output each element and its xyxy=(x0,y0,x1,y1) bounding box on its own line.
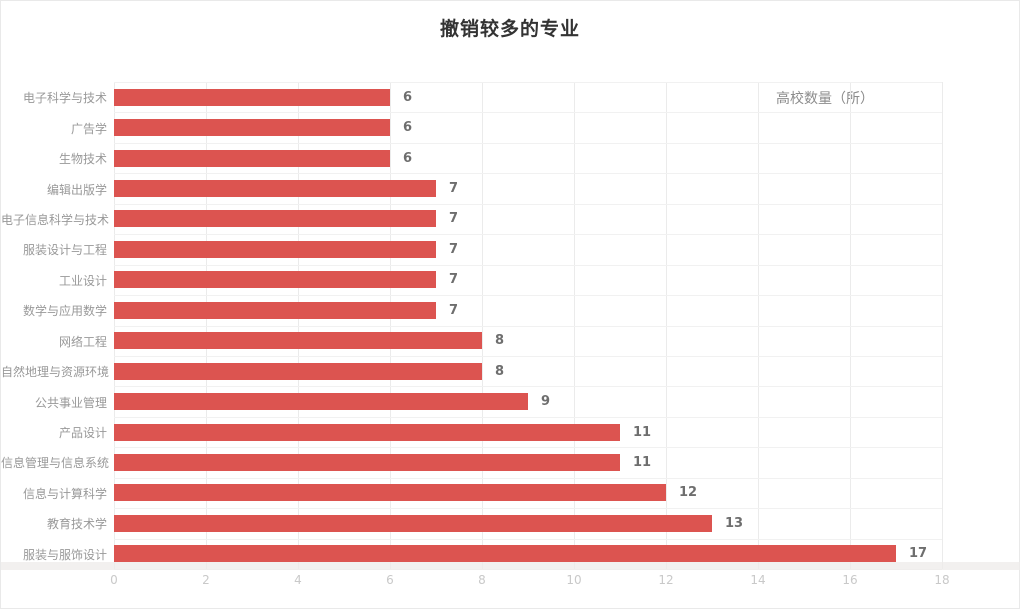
bar-value-label: 17 xyxy=(909,546,928,561)
gridline-horizontal xyxy=(114,386,942,387)
chart-title: 撤销较多的专业 xyxy=(439,18,580,40)
bar[interactable] xyxy=(114,545,896,562)
bar-value-label: 12 xyxy=(679,485,698,500)
x-tick-label: 10 xyxy=(566,573,582,587)
gridline-horizontal xyxy=(114,82,942,83)
gridline-vertical xyxy=(942,82,943,569)
bar-value-label: 6 xyxy=(403,120,413,135)
category-label: 电子科学与技术 xyxy=(22,91,107,105)
bar-value-label: 9 xyxy=(541,394,551,409)
category-label: 服装设计与工程 xyxy=(22,243,107,257)
category-label: 网络工程 xyxy=(58,335,107,349)
bar[interactable] xyxy=(114,241,436,258)
bar[interactable] xyxy=(114,393,528,410)
bar[interactable] xyxy=(114,363,482,380)
category-label: 自然地理与资源环境 xyxy=(1,365,110,379)
gridline-vertical xyxy=(206,82,207,569)
gridline-horizontal xyxy=(114,173,942,174)
bar-value-label: 6 xyxy=(403,151,413,166)
gridline-horizontal xyxy=(114,326,942,327)
bar[interactable] xyxy=(114,210,436,227)
category-label: 产品设计 xyxy=(58,426,107,440)
x-tick-label: 16 xyxy=(842,573,858,587)
category-label: 编辑出版学 xyxy=(46,183,107,197)
bar[interactable] xyxy=(114,271,436,288)
gridline-horizontal xyxy=(114,295,942,296)
category-label: 公共事业管理 xyxy=(34,396,107,410)
category-label: 工业设计 xyxy=(58,274,107,288)
category-label: 生物技术 xyxy=(58,152,107,166)
gridline-vertical xyxy=(114,82,115,569)
bar-value-label: 11 xyxy=(633,425,652,440)
category-label: 教育技术学 xyxy=(46,517,107,531)
bar[interactable] xyxy=(114,454,620,471)
gridline-vertical xyxy=(298,82,299,569)
bar[interactable] xyxy=(114,302,436,319)
gridline-horizontal xyxy=(114,204,942,205)
gridline-vertical xyxy=(574,82,575,569)
gridline-vertical xyxy=(666,82,667,569)
y-axis-labels: 电子科学与技术广告学生物技术编辑出版学电子信息科学与技术服装设计与工程工业设计数… xyxy=(1,82,110,569)
gridline-horizontal xyxy=(114,478,942,479)
gridline-horizontal xyxy=(114,447,942,448)
gridline-vertical xyxy=(390,82,391,569)
gridline-horizontal xyxy=(114,539,942,540)
category-label: 信息管理与信息系统 xyxy=(1,456,110,470)
x-tick-label: 8 xyxy=(478,573,486,587)
category-label: 广告学 xyxy=(70,122,107,136)
bar[interactable] xyxy=(114,119,390,136)
bar-value-label: 7 xyxy=(449,211,459,226)
bar[interactable] xyxy=(114,424,620,441)
x-tick-label: 12 xyxy=(658,573,674,587)
gridline-horizontal xyxy=(114,234,942,235)
bar-value-label: 13 xyxy=(725,516,744,531)
bar[interactable] xyxy=(114,332,482,349)
x-tick-label: 4 xyxy=(294,573,302,587)
x-axis-ticks: 0 2 4 6 8 10 12 14 16 18 xyxy=(1,573,1020,589)
gridline-horizontal xyxy=(114,112,942,113)
x-tick-label: 0 xyxy=(110,573,118,587)
bar-value-label: 8 xyxy=(495,364,505,379)
bar-value-label: 8 xyxy=(495,333,505,348)
x-tick-label: 18 xyxy=(934,573,950,587)
bar-value-label: 6 xyxy=(403,90,413,105)
bar[interactable] xyxy=(114,515,712,532)
gridline-horizontal xyxy=(114,508,942,509)
bar[interactable] xyxy=(114,484,666,501)
x-tick-label: 2 xyxy=(202,573,210,587)
gridline-vertical xyxy=(482,82,483,569)
bar[interactable] xyxy=(114,180,436,197)
x-axis-name-label: 高校数量（所） xyxy=(776,91,874,107)
bar[interactable] xyxy=(114,150,390,167)
category-label: 服装与服饰设计 xyxy=(22,548,107,562)
bar[interactable] xyxy=(114,89,390,106)
category-label: 电子信息科学与技术 xyxy=(1,213,110,227)
gridline-horizontal xyxy=(114,356,942,357)
plot-area: 6 6 6 7 7 7 7 7 8 8 9 11 11 12 13 17 xyxy=(114,82,943,570)
gridline-vertical xyxy=(850,82,851,569)
bar-value-label: 7 xyxy=(449,242,459,257)
axis-baseline-band xyxy=(1,562,1020,570)
category-label: 信息与计算科学 xyxy=(22,487,107,501)
gridline-horizontal xyxy=(114,417,942,418)
gridline-horizontal xyxy=(114,265,942,266)
x-tick-label: 14 xyxy=(750,573,766,587)
x-tick-label: 6 xyxy=(386,573,394,587)
bar-value-label: 7 xyxy=(449,303,459,318)
gridline-vertical xyxy=(758,82,759,569)
category-label: 数学与应用数学 xyxy=(22,304,107,318)
bar-value-label: 7 xyxy=(449,181,459,196)
bar-value-label: 7 xyxy=(449,272,459,287)
bar-value-label: 11 xyxy=(633,455,652,470)
gridline-horizontal xyxy=(114,143,942,144)
